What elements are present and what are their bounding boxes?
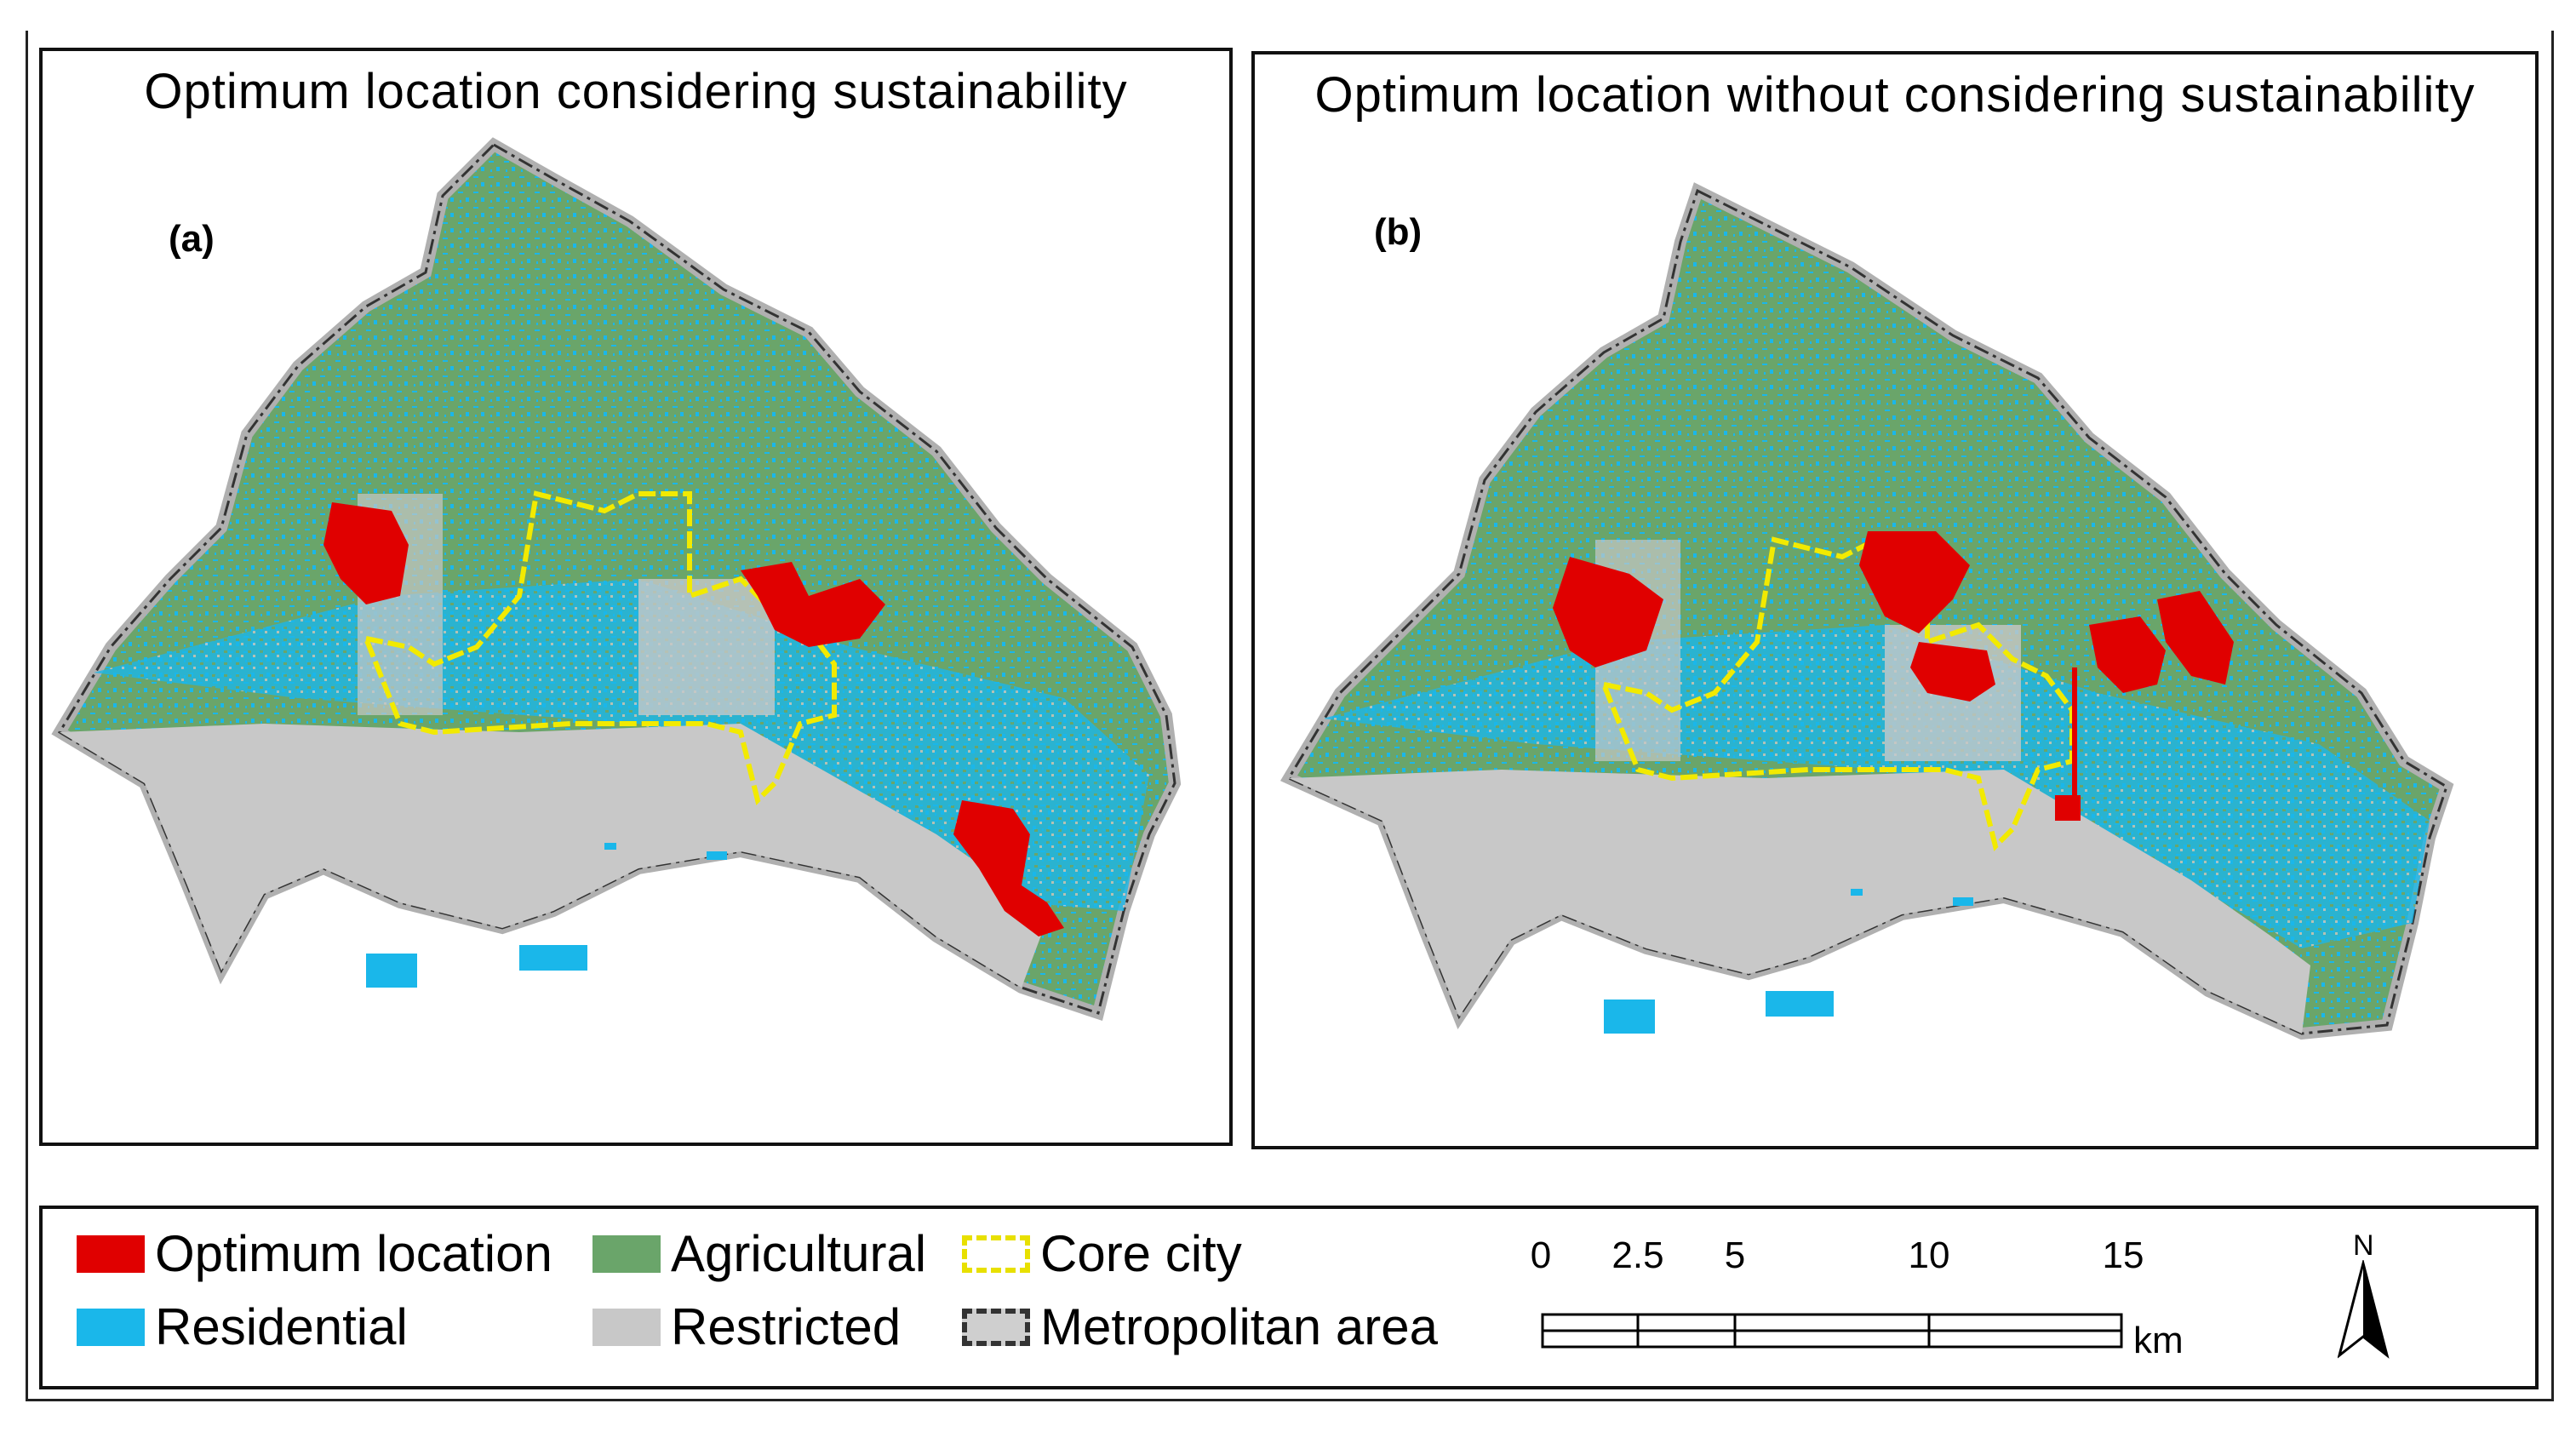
- core-city-swatch: [962, 1234, 1030, 1273]
- legend-item-core-city: Core city: [962, 1224, 1242, 1283]
- north-arrow: N: [2338, 1229, 2406, 1366]
- scale-bar: 0 2.5 5 10 15 km: [1531, 1234, 2188, 1379]
- map-panel-a: Optimum location considering sustainabil…: [39, 48, 1233, 1146]
- core-city-b: [1600, 536, 2075, 851]
- optimum-locations-b: [1553, 531, 2234, 821]
- metro-swatch: [962, 1308, 1030, 1346]
- panel-a-label: (a): [169, 218, 215, 260]
- north-arrow-icon: [2338, 1260, 2390, 1359]
- scale-tick-15: 15: [2102, 1234, 2144, 1276]
- optimum-locations-a: [323, 502, 1064, 937]
- map-panel-b: Optimum location without considering sus…: [1251, 51, 2539, 1149]
- restricted-swatch: [592, 1308, 661, 1346]
- agricultural-swatch: [592, 1234, 661, 1273]
- map-b-svg: [1279, 182, 2454, 1040]
- scale-tick-0: 0: [1530, 1234, 1552, 1276]
- restricted-a: [60, 724, 1047, 988]
- scale-tick-10: 10: [1908, 1234, 1950, 1276]
- scale-tick-2-5: 2.5: [1611, 1234, 1664, 1276]
- scale-unit: km: [2133, 1320, 2184, 1361]
- panel-b-title: Optimum location without considering sus…: [1314, 67, 2476, 123]
- optimum-swatch: [77, 1234, 145, 1273]
- legend-item-restricted: Restricted: [592, 1297, 901, 1356]
- restricted-b: [1289, 770, 2310, 1034]
- legend-item-agricultural: Agricultural: [592, 1224, 926, 1283]
- north-label: N: [2353, 1229, 2374, 1262]
- figure-frame: [26, 31, 2554, 1401]
- legend: Optimum location Residential Agricultura…: [39, 1206, 2539, 1389]
- panel-b-label: (b): [1374, 211, 1423, 253]
- scale-bar-graphic: [1541, 1313, 2123, 1349]
- panel-a-title: Optimum location considering sustainabil…: [144, 64, 1128, 119]
- scale-tick-5: 5: [1724, 1234, 1746, 1276]
- legend-item-residential: Residential: [77, 1297, 408, 1356]
- residential-swatch: [77, 1308, 145, 1346]
- legend-item-optimum: Optimum location: [77, 1224, 552, 1283]
- map-a-svg: [51, 137, 1182, 1022]
- legend-item-metro: Metropolitan area: [962, 1297, 1438, 1356]
